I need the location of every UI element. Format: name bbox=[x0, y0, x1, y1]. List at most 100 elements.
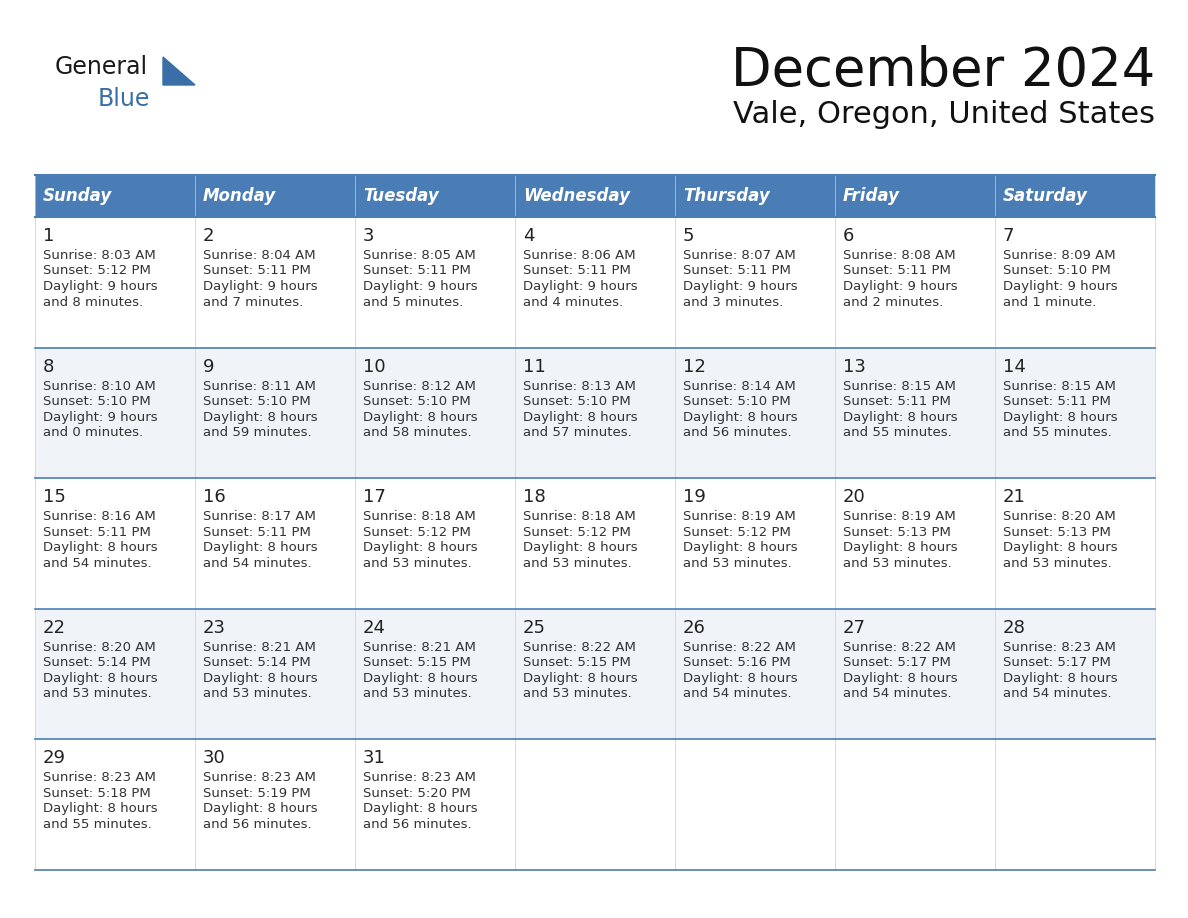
Text: and 54 minutes.: and 54 minutes. bbox=[43, 556, 152, 570]
Text: Sunset: 5:19 PM: Sunset: 5:19 PM bbox=[203, 787, 311, 800]
Text: 21: 21 bbox=[1003, 488, 1026, 506]
Text: 10: 10 bbox=[364, 358, 386, 375]
Text: 6: 6 bbox=[843, 227, 854, 245]
Text: Sunrise: 8:15 AM: Sunrise: 8:15 AM bbox=[843, 380, 956, 393]
Text: Sunset: 5:10 PM: Sunset: 5:10 PM bbox=[203, 395, 311, 409]
Text: Daylight: 8 hours: Daylight: 8 hours bbox=[523, 410, 638, 423]
Text: and 53 minutes.: and 53 minutes. bbox=[43, 688, 152, 700]
Text: Sunset: 5:10 PM: Sunset: 5:10 PM bbox=[1003, 264, 1111, 277]
Text: and 55 minutes.: and 55 minutes. bbox=[843, 426, 952, 439]
Bar bbox=[516, 609, 675, 739]
Text: 7: 7 bbox=[1003, 227, 1015, 245]
Bar bbox=[675, 175, 835, 217]
Text: Sunrise: 8:21 AM: Sunrise: 8:21 AM bbox=[203, 641, 316, 654]
Text: Sunset: 5:12 PM: Sunset: 5:12 PM bbox=[523, 526, 631, 539]
Bar bbox=[34, 217, 195, 348]
Text: and 54 minutes.: and 54 minutes. bbox=[843, 688, 952, 700]
Text: Daylight: 8 hours: Daylight: 8 hours bbox=[843, 410, 958, 423]
Text: Daylight: 8 hours: Daylight: 8 hours bbox=[203, 542, 317, 554]
Bar bbox=[516, 217, 675, 348]
Text: Daylight: 8 hours: Daylight: 8 hours bbox=[364, 672, 478, 685]
Text: Sunset: 5:11 PM: Sunset: 5:11 PM bbox=[43, 526, 151, 539]
Bar bbox=[355, 478, 516, 609]
Text: and 53 minutes.: and 53 minutes. bbox=[364, 556, 472, 570]
Text: Sunrise: 8:13 AM: Sunrise: 8:13 AM bbox=[523, 380, 636, 393]
Bar bbox=[835, 609, 996, 739]
Bar bbox=[675, 217, 835, 348]
Text: Sunrise: 8:05 AM: Sunrise: 8:05 AM bbox=[364, 249, 475, 262]
Text: Daylight: 9 hours: Daylight: 9 hours bbox=[364, 280, 478, 293]
Text: Sunset: 5:15 PM: Sunset: 5:15 PM bbox=[364, 656, 470, 669]
Bar bbox=[195, 609, 355, 739]
Text: Sunset: 5:20 PM: Sunset: 5:20 PM bbox=[364, 787, 470, 800]
Text: 30: 30 bbox=[203, 749, 226, 767]
Text: Sunrise: 8:06 AM: Sunrise: 8:06 AM bbox=[523, 249, 636, 262]
Text: Sunset: 5:13 PM: Sunset: 5:13 PM bbox=[843, 526, 950, 539]
Text: Daylight: 8 hours: Daylight: 8 hours bbox=[203, 672, 317, 685]
Text: and 53 minutes.: and 53 minutes. bbox=[843, 556, 952, 570]
Text: Sunrise: 8:04 AM: Sunrise: 8:04 AM bbox=[203, 249, 316, 262]
Bar bbox=[835, 478, 996, 609]
Text: Sunrise: 8:21 AM: Sunrise: 8:21 AM bbox=[364, 641, 476, 654]
Text: Blue: Blue bbox=[97, 87, 151, 111]
Text: Sunset: 5:10 PM: Sunset: 5:10 PM bbox=[523, 395, 631, 409]
Text: and 56 minutes.: and 56 minutes. bbox=[683, 426, 791, 439]
Text: Daylight: 8 hours: Daylight: 8 hours bbox=[1003, 410, 1118, 423]
Text: Sunrise: 8:08 AM: Sunrise: 8:08 AM bbox=[843, 249, 955, 262]
Text: 28: 28 bbox=[1003, 619, 1026, 637]
Text: Sunrise: 8:18 AM: Sunrise: 8:18 AM bbox=[364, 510, 475, 523]
Text: Sunrise: 8:18 AM: Sunrise: 8:18 AM bbox=[523, 510, 636, 523]
Text: 25: 25 bbox=[523, 619, 546, 637]
Text: Sunset: 5:14 PM: Sunset: 5:14 PM bbox=[203, 656, 311, 669]
Text: and 54 minutes.: and 54 minutes. bbox=[683, 688, 791, 700]
Text: Sunrise: 8:14 AM: Sunrise: 8:14 AM bbox=[683, 380, 796, 393]
Text: Sunrise: 8:17 AM: Sunrise: 8:17 AM bbox=[203, 510, 316, 523]
Text: 8: 8 bbox=[43, 358, 55, 375]
Text: 24: 24 bbox=[364, 619, 386, 637]
Bar bbox=[675, 478, 835, 609]
Text: Daylight: 8 hours: Daylight: 8 hours bbox=[1003, 672, 1118, 685]
Text: Daylight: 8 hours: Daylight: 8 hours bbox=[1003, 542, 1118, 554]
Text: 5: 5 bbox=[683, 227, 695, 245]
Bar bbox=[996, 478, 1155, 609]
Bar bbox=[355, 217, 516, 348]
Text: Daylight: 8 hours: Daylight: 8 hours bbox=[203, 410, 317, 423]
Text: Sunrise: 8:16 AM: Sunrise: 8:16 AM bbox=[43, 510, 156, 523]
Text: December 2024: December 2024 bbox=[731, 45, 1155, 97]
Text: Vale, Oregon, United States: Vale, Oregon, United States bbox=[733, 100, 1155, 129]
Bar bbox=[34, 348, 195, 478]
Text: Friday: Friday bbox=[843, 187, 901, 205]
Bar bbox=[996, 175, 1155, 217]
Text: and 53 minutes.: and 53 minutes. bbox=[203, 688, 311, 700]
Bar bbox=[34, 175, 195, 217]
Text: Daylight: 8 hours: Daylight: 8 hours bbox=[683, 672, 797, 685]
Text: 27: 27 bbox=[843, 619, 866, 637]
Text: Sunrise: 8:22 AM: Sunrise: 8:22 AM bbox=[683, 641, 796, 654]
Text: and 7 minutes.: and 7 minutes. bbox=[203, 296, 303, 308]
Bar bbox=[996, 217, 1155, 348]
Text: 26: 26 bbox=[683, 619, 706, 637]
Text: 13: 13 bbox=[843, 358, 866, 375]
Bar bbox=[195, 739, 355, 870]
Text: 12: 12 bbox=[683, 358, 706, 375]
Text: Daylight: 8 hours: Daylight: 8 hours bbox=[683, 410, 797, 423]
Text: and 59 minutes.: and 59 minutes. bbox=[203, 426, 311, 439]
Text: Daylight: 8 hours: Daylight: 8 hours bbox=[43, 672, 158, 685]
Text: 29: 29 bbox=[43, 749, 67, 767]
Bar bbox=[996, 609, 1155, 739]
Bar bbox=[195, 217, 355, 348]
Bar bbox=[835, 217, 996, 348]
Text: and 54 minutes.: and 54 minutes. bbox=[203, 556, 311, 570]
Bar bbox=[516, 348, 675, 478]
Bar bbox=[34, 478, 195, 609]
Bar bbox=[675, 609, 835, 739]
Text: Sunset: 5:14 PM: Sunset: 5:14 PM bbox=[43, 656, 151, 669]
Text: Daylight: 8 hours: Daylight: 8 hours bbox=[523, 672, 638, 685]
Text: Sunday: Sunday bbox=[43, 187, 112, 205]
Text: Saturday: Saturday bbox=[1003, 187, 1088, 205]
Text: Sunset: 5:11 PM: Sunset: 5:11 PM bbox=[203, 264, 311, 277]
Text: and 55 minutes.: and 55 minutes. bbox=[1003, 426, 1112, 439]
Text: 22: 22 bbox=[43, 619, 67, 637]
Text: Daylight: 8 hours: Daylight: 8 hours bbox=[843, 542, 958, 554]
Text: Sunset: 5:18 PM: Sunset: 5:18 PM bbox=[43, 787, 151, 800]
